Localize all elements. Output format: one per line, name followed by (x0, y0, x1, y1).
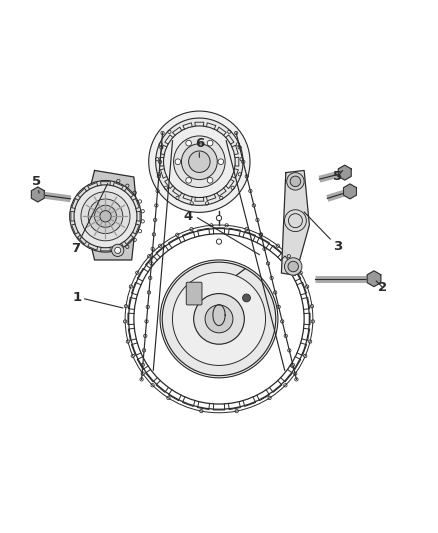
Circle shape (207, 140, 213, 146)
Circle shape (173, 272, 265, 366)
Circle shape (218, 159, 224, 165)
Circle shape (81, 192, 130, 241)
Circle shape (155, 118, 243, 205)
Polygon shape (343, 184, 357, 199)
Text: 4: 4 (184, 210, 193, 223)
Circle shape (70, 181, 141, 252)
Circle shape (74, 185, 137, 248)
Text: 1: 1 (73, 290, 123, 308)
FancyBboxPatch shape (186, 282, 202, 305)
Polygon shape (282, 171, 309, 275)
Circle shape (205, 305, 233, 333)
Polygon shape (32, 187, 44, 202)
Circle shape (192, 284, 200, 292)
Circle shape (288, 261, 298, 272)
Text: 6: 6 (195, 137, 204, 157)
Circle shape (194, 294, 244, 344)
Text: 5: 5 (32, 175, 41, 193)
Text: 5: 5 (333, 170, 343, 183)
Circle shape (160, 260, 278, 378)
Circle shape (163, 126, 235, 198)
Text: 7: 7 (71, 183, 108, 255)
Polygon shape (367, 271, 381, 287)
Circle shape (162, 262, 276, 376)
Circle shape (290, 176, 300, 187)
Circle shape (207, 177, 213, 183)
Circle shape (243, 294, 251, 302)
Circle shape (181, 144, 217, 180)
Circle shape (216, 239, 222, 244)
Circle shape (186, 140, 191, 146)
Text: 3: 3 (304, 212, 343, 253)
Circle shape (112, 244, 124, 256)
Polygon shape (338, 165, 351, 180)
Polygon shape (84, 171, 137, 260)
Circle shape (216, 215, 222, 221)
Circle shape (189, 151, 210, 173)
Circle shape (186, 177, 191, 183)
Circle shape (95, 205, 117, 227)
Circle shape (100, 211, 111, 222)
Circle shape (173, 136, 225, 188)
Text: 2: 2 (376, 281, 387, 294)
Circle shape (115, 247, 121, 253)
Circle shape (88, 199, 123, 233)
Circle shape (175, 159, 181, 165)
Circle shape (149, 111, 250, 212)
Circle shape (287, 173, 304, 190)
Circle shape (285, 258, 302, 275)
